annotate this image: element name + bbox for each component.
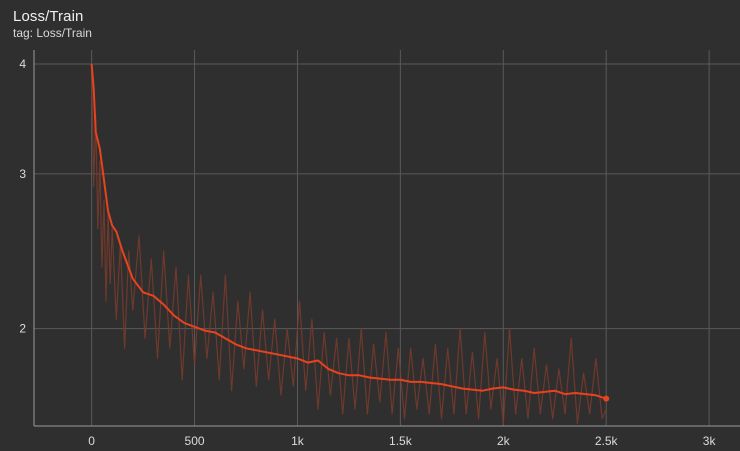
smoothed-series-layer	[90, 64, 610, 402]
x-tick-label: 1.5k	[389, 434, 413, 448]
y-tick-label: 3	[19, 167, 26, 181]
y-tick-label: 4	[19, 57, 26, 71]
x-tick-label: 1k	[291, 434, 305, 448]
raw-series-line[interactable]	[91, 64, 607, 425]
x-tick-label: 500	[185, 434, 205, 448]
chart-tag-subtitle: tag: Loss/Train	[13, 26, 92, 40]
x-tick-label: 2k	[497, 434, 511, 448]
grid-layer	[34, 50, 740, 426]
series-end-point[interactable]	[603, 395, 610, 402]
x-tick-label: 3k	[703, 434, 717, 448]
axis-layer	[33, 50, 740, 427]
smoothed-series-line[interactable]	[90, 64, 607, 400]
y-tick-label: 2	[19, 322, 26, 336]
tick-label-layer: 0 500 1k 1.5k 2k 2.5k 3k 2 3 4	[19, 57, 716, 448]
chart-title: Loss/Train	[13, 8, 84, 25]
x-tick-label: 0	[88, 434, 95, 448]
x-tick-label: 2.5k	[595, 434, 619, 448]
raw-series-layer	[91, 64, 607, 425]
